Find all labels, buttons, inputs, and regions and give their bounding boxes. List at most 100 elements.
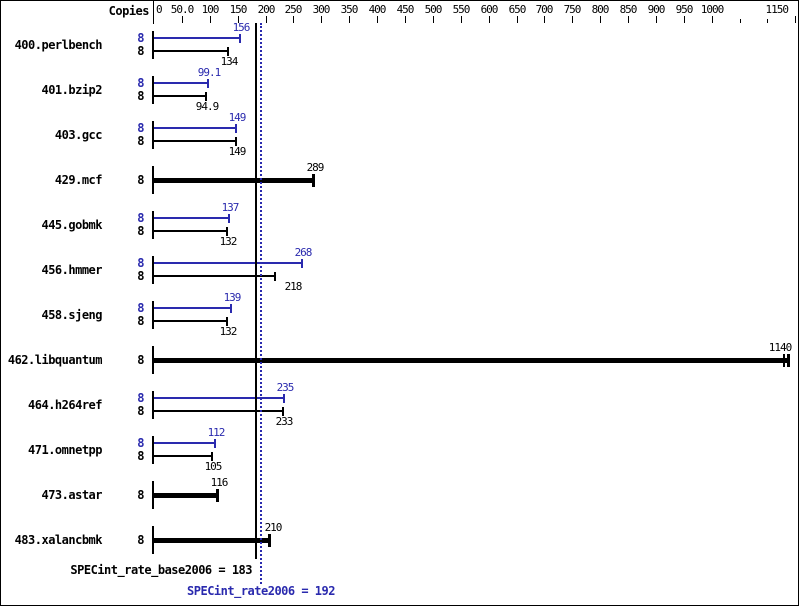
bar xyxy=(154,217,230,219)
axis-tick-label-800: 800 xyxy=(591,3,610,16)
copies-value-base: 8 xyxy=(137,89,144,103)
axis-tick-850 xyxy=(628,16,629,23)
bar xyxy=(154,37,241,39)
group-axis-tick xyxy=(152,256,154,284)
bar xyxy=(154,307,232,309)
base-value-label: 218 xyxy=(284,280,303,293)
copies-value: 8 xyxy=(137,533,144,547)
copies-value-peak: 8 xyxy=(137,256,144,270)
bar-value-label: 116 xyxy=(210,476,229,489)
copies-value-peak: 8 xyxy=(137,391,144,405)
axis-tick-label-50: 50.0 xyxy=(170,3,194,16)
copies-header-label: Copies xyxy=(108,4,150,18)
copies-value-base: 8 xyxy=(137,44,144,58)
bar-end-cap xyxy=(230,304,232,313)
group-axis-tick xyxy=(152,481,154,509)
bar-end-cap xyxy=(226,227,228,236)
benchmark-label-473.astar: 473.astar xyxy=(41,488,102,502)
peak-value-label: 235 xyxy=(276,381,295,394)
axis-tick-1100 xyxy=(767,19,768,23)
axis-tick-550 xyxy=(461,16,462,23)
bar-end-cap xyxy=(787,354,790,367)
axis-tick-label-0: 0 xyxy=(156,3,163,16)
copies-value-peak: 8 xyxy=(137,301,144,315)
axis-tick-label-200: 200 xyxy=(257,3,276,16)
benchmark-label-483.xalancbmk: 483.xalancbmk xyxy=(14,533,103,547)
bar-end-cap xyxy=(205,92,207,101)
bar xyxy=(154,127,237,129)
bar-end-cap xyxy=(227,47,229,56)
group-axis-tick xyxy=(152,31,154,59)
benchmark-label-403.gcc: 403.gcc xyxy=(54,128,103,142)
axis-tick-350 xyxy=(349,16,350,23)
axis-tick-label-1150: 1150 xyxy=(765,3,789,16)
axis-tick-400 xyxy=(377,16,378,23)
bar-end-cap xyxy=(214,439,216,448)
bar-end-cap xyxy=(312,174,315,187)
bar-base-thick xyxy=(154,358,790,363)
bar-end-cap xyxy=(268,534,271,547)
benchmark-label-471.omnetpp: 471.omnetpp xyxy=(28,443,102,457)
axis-tick-600 xyxy=(489,16,490,23)
axis-tick-label-150: 150 xyxy=(229,3,248,16)
base-value-label: 233 xyxy=(275,415,294,428)
base-value-label: 149 xyxy=(228,145,247,158)
axis-tick-label-250: 250 xyxy=(284,3,303,16)
bar-base-thick xyxy=(154,538,271,543)
axis-tick-label-650: 650 xyxy=(508,3,527,16)
bar-end-cap xyxy=(274,272,276,281)
axis-separator-line xyxy=(153,1,154,24)
bar-value-label: 210 xyxy=(264,521,283,534)
axis-tick-label-1000: 1000 xyxy=(700,3,724,16)
copies-value-base: 8 xyxy=(137,404,144,418)
reference-line-base_mean xyxy=(255,23,257,559)
peak-value-label: 156 xyxy=(232,21,251,34)
copies-value-peak: 8 xyxy=(137,76,144,90)
axis-tick-label-500: 500 xyxy=(424,3,443,16)
bar xyxy=(154,442,216,444)
bar-end-cap xyxy=(235,137,237,146)
group-axis-tick xyxy=(152,346,154,374)
copies-value-peak: 8 xyxy=(137,121,144,135)
base-value-label: 132 xyxy=(219,235,238,248)
copies-value: 8 xyxy=(137,173,144,187)
benchmark-label-401.bzip2: 401.bzip2 xyxy=(41,83,102,97)
axis-tick-label-750: 750 xyxy=(563,3,582,16)
axis-tick-label-100: 100 xyxy=(201,3,220,16)
bar xyxy=(154,320,228,322)
bar xyxy=(154,262,303,264)
bar-end-cap xyxy=(301,259,303,268)
peak-value-label: 99.1 xyxy=(197,66,221,79)
axis-tick-label-450: 450 xyxy=(396,3,415,16)
axis-tick-800 xyxy=(600,16,601,23)
copies-value-peak: 8 xyxy=(137,211,144,225)
axis-tick-1050 xyxy=(740,19,741,23)
axis-tick-900 xyxy=(656,16,657,23)
copies-value-peak: 8 xyxy=(137,436,144,450)
group-axis-tick xyxy=(152,211,154,239)
base-value-label: 132 xyxy=(219,325,238,338)
axis-tick-label-550: 550 xyxy=(452,3,471,16)
bar-end-cap-2 xyxy=(783,354,785,367)
axis-tick-250 xyxy=(293,16,294,23)
group-axis-tick xyxy=(152,166,154,194)
group-axis-tick xyxy=(152,301,154,329)
benchmark-label-458.sjeng: 458.sjeng xyxy=(41,308,102,322)
axis-tick-50 xyxy=(182,16,183,23)
bar xyxy=(154,275,276,277)
bar xyxy=(154,230,228,232)
bar-end-cap xyxy=(239,34,241,43)
bar-end-cap xyxy=(207,79,209,88)
axis-tick-450 xyxy=(405,16,406,23)
bar-end-cap xyxy=(283,394,285,403)
peak-value-label: 149 xyxy=(228,111,247,124)
peak-value-label: 139 xyxy=(223,291,242,304)
axis-tick-label-600: 600 xyxy=(480,3,499,16)
bar-end-cap xyxy=(226,317,228,326)
bar-end-cap xyxy=(216,489,219,502)
base-value-label: 134 xyxy=(220,55,239,68)
axis-tick-label-400: 400 xyxy=(368,3,387,16)
bar xyxy=(154,140,237,142)
peak-value-label: 112 xyxy=(207,426,226,439)
copies-value-base: 8 xyxy=(137,449,144,463)
